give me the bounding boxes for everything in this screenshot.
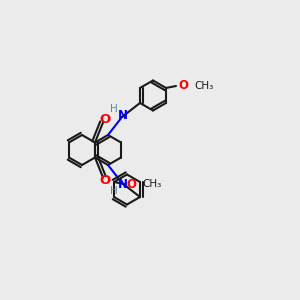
Text: O: O [178,80,188,92]
Text: CH₃: CH₃ [142,179,161,189]
Text: H: H [110,186,118,196]
Text: O: O [99,113,111,126]
Text: O: O [99,174,111,187]
Text: N: N [118,178,128,190]
Text: O: O [126,178,136,190]
Text: CH₃: CH₃ [194,81,213,91]
Text: N: N [118,110,128,122]
Text: H: H [110,104,118,114]
